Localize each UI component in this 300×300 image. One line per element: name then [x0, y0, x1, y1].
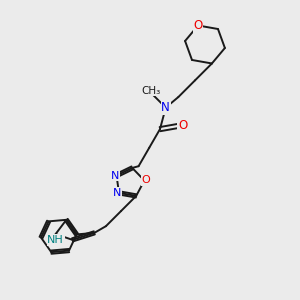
Text: N: N	[111, 171, 119, 181]
Text: N: N	[113, 188, 122, 198]
Text: N: N	[161, 101, 170, 114]
Text: NH: NH	[47, 235, 64, 245]
Text: O: O	[142, 176, 150, 185]
Text: CH₃: CH₃	[141, 86, 161, 96]
Text: O: O	[194, 19, 203, 32]
Text: O: O	[178, 119, 187, 132]
